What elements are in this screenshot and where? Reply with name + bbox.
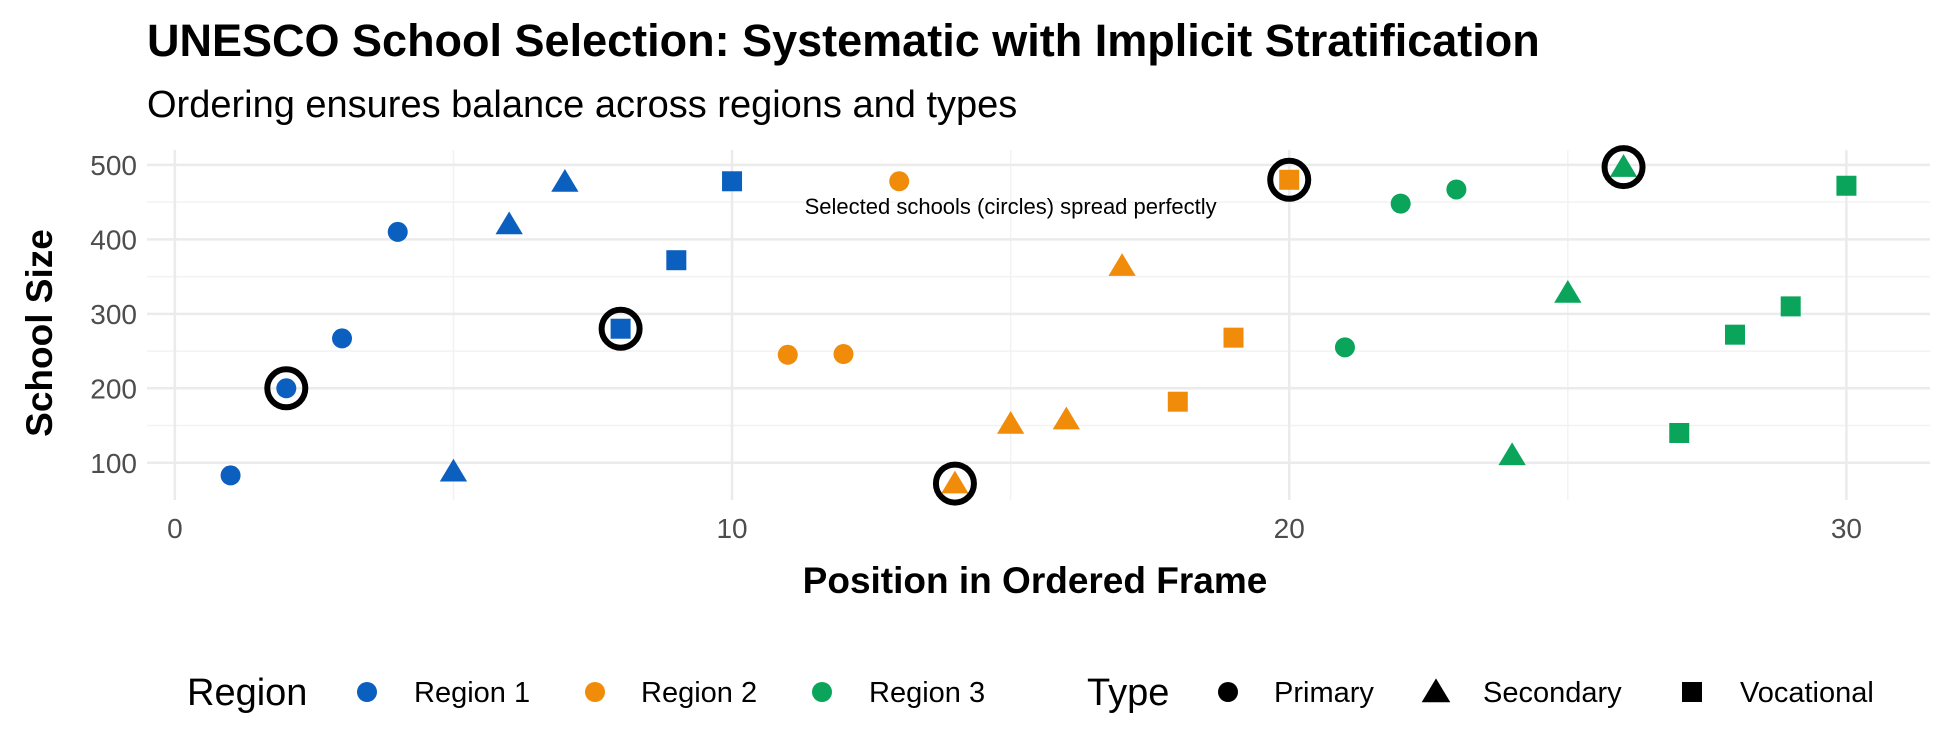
data-point: [495, 211, 523, 235]
data-point: [996, 411, 1025, 434]
data-point: [1609, 154, 1638, 177]
legend-key-region: [357, 682, 377, 702]
x-tick-label: 20: [1274, 513, 1305, 544]
data-point: [1167, 391, 1188, 412]
grid: [147, 150, 1930, 500]
data-point: [1279, 169, 1300, 190]
selected-ring: [932, 461, 977, 506]
selected-ring: [1601, 145, 1646, 190]
x-tick-label: 30: [1831, 513, 1862, 544]
legend-label-region: Region 1: [414, 677, 530, 709]
data-point: [1223, 327, 1244, 348]
data-point: [941, 470, 969, 494]
y-tick-label: 100: [90, 448, 137, 479]
annotation: Selected schools (circles) spread perfec…: [805, 194, 1217, 219]
data-point: [276, 378, 297, 399]
data-point: [1334, 337, 1355, 358]
legend-label-region: Region 3: [869, 677, 985, 709]
legend-region: Region 1 Region 2 Region 3: [357, 677, 985, 709]
data-point: [1836, 175, 1857, 196]
data-point: [1446, 179, 1467, 200]
data-point: [439, 458, 468, 482]
legend: Region Type Region 1 Region 2 Region 3 Pri…: [187, 672, 1874, 714]
legend-title-type: Type: [1087, 672, 1169, 714]
y-tick-label: 500: [90, 150, 137, 181]
data-point: [332, 328, 353, 349]
data-point: [1724, 324, 1745, 345]
legend-key-region: [812, 682, 832, 702]
data-point: [1554, 279, 1582, 303]
legend-key-type: [1218, 682, 1238, 702]
legend-key-region: [585, 682, 605, 702]
data-point: [777, 344, 798, 365]
selected-ring: [598, 306, 643, 351]
legend-title-region: Region: [187, 672, 307, 714]
data-point: [220, 465, 241, 486]
data-point: [610, 318, 631, 339]
selected-rings: [264, 145, 1646, 506]
legend-key-type: [1682, 682, 1702, 702]
y-tick-label: 200: [90, 373, 137, 404]
legend-label-type: Vocational: [1740, 677, 1874, 709]
data-point: [666, 250, 687, 271]
legend-key-type: [1421, 678, 1451, 703]
data-point: [1780, 296, 1801, 317]
legend-label-type: Primary: [1274, 677, 1374, 709]
y-axis-ticks: 100 200 300 400 500: [90, 150, 137, 479]
legend-type: Primary Secondary Vocational: [1218, 677, 1874, 709]
selected-ring: [264, 366, 309, 411]
data-point: [1669, 422, 1690, 443]
y-tick-label: 300: [90, 299, 137, 330]
x-tick-label: 0: [167, 513, 183, 544]
legend-label-region: Region 2: [641, 677, 757, 709]
selected-ring: [1267, 157, 1312, 202]
x-axis-title: Position in Ordered Frame: [803, 560, 1268, 601]
data-point: [1498, 442, 1526, 466]
y-tick-label: 400: [90, 224, 137, 255]
data-point: [833, 344, 854, 365]
legend-label-type: Secondary: [1483, 677, 1622, 709]
x-axis-ticks: 0 10 20 30: [167, 513, 1862, 544]
chart-title: UNESCO School Selection: Systematic with…: [147, 15, 1540, 66]
data-point: [722, 171, 743, 192]
x-tick-label: 10: [716, 513, 747, 544]
data-point: [387, 221, 408, 242]
data-point: [1052, 406, 1081, 430]
data-point: [1108, 253, 1136, 276]
data-point: [1390, 193, 1411, 214]
chart-subtitle: Ordering ensures balance across regions …: [147, 84, 1017, 126]
data-points: [220, 154, 1857, 494]
data-point: [889, 171, 910, 192]
data-point: [551, 169, 579, 192]
y-axis-title: School Size: [19, 229, 60, 437]
